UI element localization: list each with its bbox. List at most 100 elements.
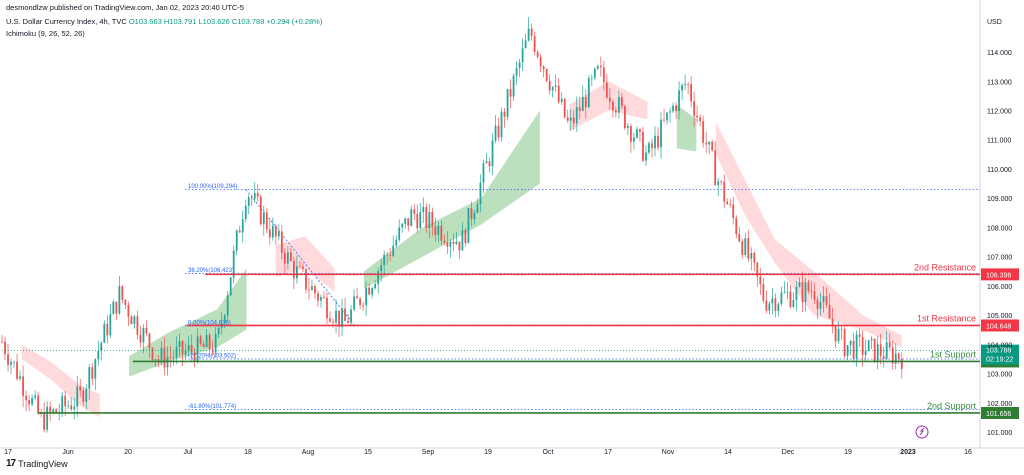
fib-label: 38.20%(106.423) (188, 268, 234, 274)
candle-body (271, 225, 274, 238)
y-tick-label: 102.000 (987, 401, 1012, 408)
y-tick-label: 114.000 (987, 50, 1012, 57)
candle-body (864, 350, 867, 355)
x-tick-label: 17 (604, 449, 612, 456)
candle-body (551, 86, 554, 91)
candle-body (548, 80, 551, 91)
author-line: desmondlzw published on TradingView.com,… (6, 3, 244, 12)
y-tick-label: 113.000 (987, 79, 1012, 86)
candle-body (238, 230, 241, 233)
footer-brand: 17 TradingView (6, 458, 68, 469)
candle-body (768, 303, 771, 311)
candle-body (338, 310, 340, 328)
candle-body (584, 96, 587, 108)
candle-body (485, 161, 488, 164)
candle-body (557, 85, 560, 103)
time-axis[interactable]: 17 Jun 20 Jul 18 Aug 15 Sep 19 Oct 17 Nov 14 Dec 19 202… (4, 449, 972, 456)
candle-body (202, 343, 205, 348)
candle-body (801, 282, 804, 303)
candle-body (831, 318, 834, 326)
candle-body (247, 197, 250, 206)
candle-body (500, 111, 503, 138)
y-tick-label: 101.000 (987, 430, 1012, 437)
x-tick-label: Jun (62, 449, 73, 456)
candle-body (401, 223, 404, 228)
candle-body (308, 289, 310, 291)
candle-body (82, 390, 85, 402)
candle-body (323, 297, 325, 298)
candle-body (1, 341, 3, 343)
candle-body (840, 328, 843, 330)
candle-body (750, 252, 753, 259)
candle-body (317, 293, 319, 301)
candle-body (160, 347, 163, 361)
candle-body (190, 344, 193, 353)
candle-body (882, 355, 885, 359)
candle-body (732, 204, 735, 219)
candle-body (217, 327, 220, 335)
fib-label: -27.20%(103.502) (188, 353, 236, 359)
candle-body (774, 298, 777, 312)
candle-body (813, 291, 816, 300)
candle-body (810, 291, 813, 293)
candle-body (193, 352, 196, 362)
grid-lines (0, 0, 1024, 449)
symbol-title[interactable]: U.S. Dollar Currency Index, 4h, TVC (6, 17, 127, 26)
x-tick-label: Nov (662, 449, 675, 456)
y-tick-label: 112.000 (987, 108, 1012, 115)
candle-body (633, 137, 635, 142)
candle-body (636, 129, 638, 138)
candle-body (94, 359, 97, 379)
indicator-label[interactable]: Ichimoku (9, 26, 52, 26) (6, 29, 85, 38)
candle-body (359, 298, 361, 306)
candle-body (608, 97, 611, 102)
candle-body (226, 295, 229, 316)
candle-body (118, 286, 121, 314)
candle-body (506, 89, 509, 117)
candles (1, 17, 903, 433)
candle-body (286, 252, 289, 264)
candle-body (575, 107, 578, 124)
x-tick-label: 16 (964, 449, 972, 456)
candle-body (344, 308, 346, 321)
candle-body (380, 265, 383, 272)
candle-body (894, 353, 897, 364)
candle-body (184, 350, 187, 355)
jump-to-date-icon[interactable] (915, 425, 929, 439)
candle-body (554, 85, 557, 87)
candle-body (765, 300, 768, 311)
candle-body (70, 405, 73, 410)
candle-body (37, 395, 40, 414)
cloud-bullish (129, 268, 247, 377)
candle-body (756, 262, 759, 277)
candle-body (416, 213, 419, 229)
candle-body (356, 296, 358, 299)
candle-body (566, 117, 569, 121)
candle-body (648, 143, 650, 153)
candle-body (798, 282, 801, 287)
fib-label: -61.80%(101.774) (188, 404, 236, 410)
candle-body (795, 286, 798, 301)
price-axis[interactable]: 114.000 113.000 112.000 111.000 110.000 109.0… (987, 50, 1012, 437)
candle-body (536, 51, 539, 57)
candle-body (422, 206, 425, 213)
candle-body (377, 271, 380, 285)
candle-body (329, 318, 331, 322)
candle-body (109, 314, 112, 336)
current-price-countdown: 02:19:22 (986, 357, 1013, 364)
candle-body (16, 361, 18, 379)
candle-body (280, 231, 283, 253)
current-price-tag (981, 344, 1019, 365)
candle-body (729, 204, 732, 205)
candle-body (455, 241, 458, 244)
candle-body (627, 126, 629, 129)
candle-body (684, 84, 686, 85)
candle-body (789, 291, 792, 307)
cloud-bearish (715, 122, 902, 348)
level-label: 2nd Resistance (914, 262, 976, 272)
candle-body (133, 316, 136, 325)
candle-body (861, 336, 864, 355)
candle-body (320, 297, 322, 301)
candle-body (645, 152, 647, 161)
